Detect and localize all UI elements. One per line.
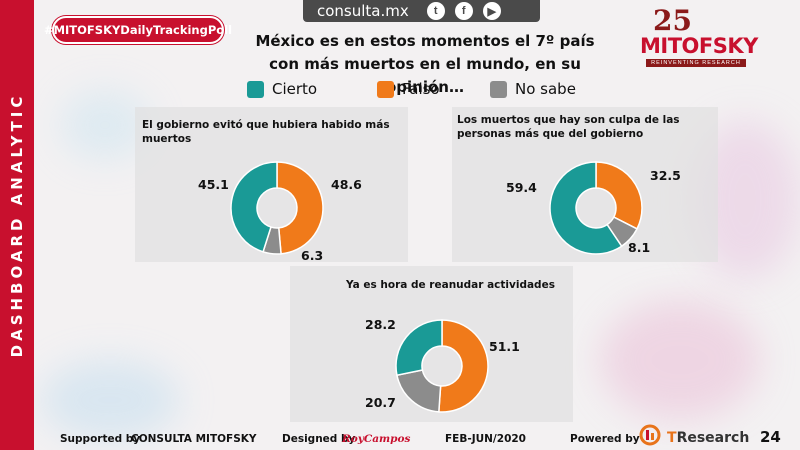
footer: Supported by CONSULTA MITOFSKY Designed … xyxy=(0,426,800,450)
legend-label: Falso xyxy=(402,80,440,98)
facebook-icon[interactable]: f xyxy=(454,2,473,20)
chart-title-3: Ya es hora de reanudar actividades xyxy=(346,279,555,291)
donut-chart-1 xyxy=(230,161,324,255)
slice-cierto xyxy=(230,161,278,253)
legend-item-falso: Falso xyxy=(377,80,440,98)
value-label-cierto: 45.1 xyxy=(198,177,229,192)
sidebar-strip: DASHBOARD ANALYTIC xyxy=(0,0,34,450)
value-label-falso: 32.5 xyxy=(650,168,681,183)
tresearch-logo-icon xyxy=(639,424,661,446)
chart-title-1: El gobierno evitó que hubiera habido más… xyxy=(142,119,390,145)
sidebar-label: DASHBOARD ANALYTIC xyxy=(8,92,26,358)
title-line-1: México es en estos momentos el 7º país xyxy=(255,32,595,50)
youtube-icon[interactable]: ▶ xyxy=(482,2,501,20)
site-link[interactable]: consulta.mx xyxy=(317,2,409,20)
value-label-falso: 51.1 xyxy=(489,339,520,354)
footer-consulta: CONSULTA MITOFSKY xyxy=(131,433,257,445)
donut-chart-3 xyxy=(395,319,489,413)
tresearch-rest: Research xyxy=(676,430,750,446)
legend-item-cierto: Cierto xyxy=(247,80,317,98)
legend-swatch xyxy=(247,80,264,98)
slice-no-sabe xyxy=(396,369,442,413)
donut-chart-2 xyxy=(549,161,643,255)
legend-label: Cierto xyxy=(272,80,318,98)
footer-period: FEB-JUN/2020 xyxy=(445,433,526,445)
background-blob xyxy=(600,300,760,420)
legend-swatch xyxy=(377,80,394,98)
value-label-falso: 48.6 xyxy=(331,177,362,192)
title-line-2: con más muertos en el mundo, en su opini… xyxy=(269,55,581,96)
footer-designed-by: Designed by xyxy=(282,433,356,445)
legend-label: No sabe xyxy=(515,80,576,98)
value-label-no-sabe: 20.7 xyxy=(365,395,396,410)
value-label-no-sabe: 6.3 xyxy=(301,248,324,263)
footer-powered-by: Powered by xyxy=(570,433,640,445)
legend-item-no-sabe: No sabe xyxy=(490,80,576,98)
slice-cierto xyxy=(395,319,443,377)
legend-swatch xyxy=(490,80,507,98)
slice-falso xyxy=(276,161,324,255)
logo-tagline: REINVENTING RESEARCH xyxy=(646,59,746,67)
logo-brand: MITOFSKY xyxy=(640,34,758,58)
page-number: 24 xyxy=(760,428,781,446)
background-blob xyxy=(40,360,180,440)
top-bar: consulta.mx t f ▶ xyxy=(303,0,540,22)
slice-falso xyxy=(438,319,489,413)
chart-title-2: Los muertos que hay son culpa de las per… xyxy=(457,114,680,140)
value-label-no-sabe: 8.1 xyxy=(628,240,651,255)
tresearch-brand: TResearch xyxy=(667,430,750,446)
mitofsky-logo: 25 MITOFSKY REINVENTING RESEARCH xyxy=(640,4,758,68)
value-label-cierto: 28.2 xyxy=(365,317,396,332)
value-label-cierto: 59.4 xyxy=(506,180,537,195)
logo-anniversary-number: 25 xyxy=(653,4,692,37)
twitter-icon[interactable]: t xyxy=(426,2,445,20)
footer-designer: RoyCampos xyxy=(342,433,411,445)
slice-cierto xyxy=(549,161,623,255)
hashtag-badge: #MITOFSKYDailyTrackingPoll xyxy=(44,16,232,44)
page-title: México es en estos momentos el 7º país c… xyxy=(240,30,610,99)
footer-supported-by: Supported by xyxy=(60,433,141,445)
slice-falso xyxy=(595,161,643,230)
